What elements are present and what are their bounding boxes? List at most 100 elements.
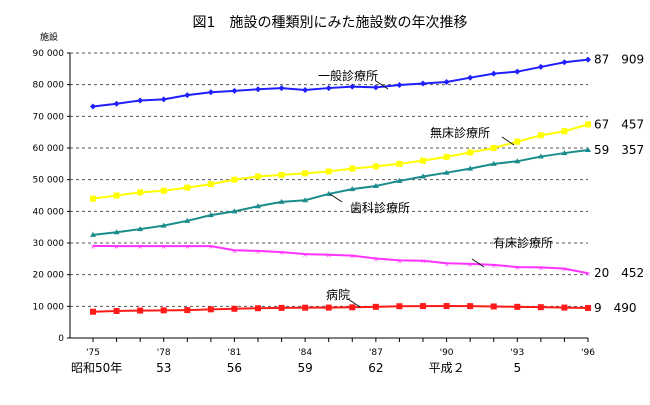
data-point bbox=[325, 168, 332, 175]
data-point bbox=[372, 183, 379, 188]
era-label: 59 bbox=[298, 361, 313, 375]
data-point bbox=[443, 169, 450, 175]
data-point bbox=[113, 307, 120, 314]
data-point bbox=[561, 128, 568, 135]
data-point bbox=[302, 86, 309, 93]
data-point: × bbox=[184, 243, 190, 251]
leader-line bbox=[329, 193, 343, 203]
data-point bbox=[490, 145, 497, 151]
data-point bbox=[278, 198, 285, 204]
leader-line bbox=[375, 80, 389, 90]
data-point bbox=[137, 97, 144, 104]
data-point bbox=[467, 149, 474, 156]
x-tick-label: '84 bbox=[298, 348, 312, 358]
data-point bbox=[372, 84, 379, 91]
leader-line bbox=[347, 298, 361, 308]
series-line bbox=[92, 305, 589, 313]
data-point bbox=[349, 304, 356, 311]
data-point bbox=[396, 303, 403, 310]
era-label: 5 bbox=[513, 361, 521, 375]
series-line bbox=[92, 123, 589, 200]
data-point bbox=[325, 304, 332, 311]
era-label: 56 bbox=[227, 361, 242, 375]
era-label: 平成２ bbox=[429, 361, 465, 375]
data-point bbox=[396, 81, 403, 88]
data-point bbox=[467, 74, 474, 81]
series-label: 有床診療所 bbox=[493, 235, 553, 250]
data-point bbox=[585, 147, 591, 153]
series-label: 病院 bbox=[326, 287, 350, 302]
data-point bbox=[514, 158, 521, 164]
data-point bbox=[184, 184, 191, 191]
x-tick-label: '81 bbox=[227, 348, 241, 358]
series-label: 歯科診療所 bbox=[350, 200, 410, 215]
data-point bbox=[585, 56, 591, 63]
data-point bbox=[561, 150, 568, 156]
data-point bbox=[349, 165, 356, 172]
data-point bbox=[537, 132, 544, 139]
end-value-label: 9 490 bbox=[594, 301, 637, 315]
data-point bbox=[231, 87, 238, 94]
data-point bbox=[349, 186, 356, 192]
data-point bbox=[420, 80, 426, 87]
data-point: × bbox=[161, 243, 167, 251]
data-point bbox=[137, 189, 144, 196]
data-point bbox=[561, 304, 568, 311]
leader-line bbox=[471, 258, 485, 268]
data-point bbox=[537, 153, 544, 159]
data-point bbox=[467, 165, 474, 171]
data-point bbox=[278, 304, 285, 311]
data-point bbox=[349, 83, 356, 90]
data-point: × bbox=[137, 243, 143, 251]
data-point bbox=[396, 160, 403, 167]
y-tick-label: 50 000 bbox=[33, 176, 65, 186]
data-point bbox=[372, 303, 379, 310]
data-point: × bbox=[326, 252, 332, 260]
data-point: × bbox=[491, 262, 497, 270]
y-tick-label: 60 000 bbox=[33, 144, 65, 154]
end-value-label: 67 457 bbox=[594, 117, 644, 131]
data-point: × bbox=[279, 249, 285, 257]
data-point bbox=[137, 226, 144, 232]
data-point bbox=[90, 308, 96, 315]
x-tick-label: '87 bbox=[369, 348, 383, 358]
end-value-label: 87 909 bbox=[594, 53, 644, 67]
data-point bbox=[113, 229, 120, 235]
data-point: × bbox=[420, 258, 426, 266]
data-point bbox=[113, 100, 120, 107]
data-point bbox=[514, 138, 521, 145]
leader-line bbox=[501, 136, 515, 146]
data-point bbox=[160, 222, 167, 228]
y-tick-label: 70 000 bbox=[33, 112, 65, 122]
y-tick-label: 80 000 bbox=[33, 81, 65, 91]
y-tick-label: 40 000 bbox=[33, 207, 65, 217]
data-point: × bbox=[373, 256, 379, 264]
data-point bbox=[160, 187, 167, 194]
data-point bbox=[231, 208, 238, 214]
data-point bbox=[207, 89, 214, 96]
y-tick-label: 10 000 bbox=[33, 302, 65, 312]
data-point: × bbox=[514, 264, 520, 272]
data-point bbox=[420, 173, 426, 179]
data-point bbox=[372, 163, 379, 170]
x-tick-label: '90 bbox=[440, 348, 454, 358]
data-point bbox=[90, 231, 96, 237]
data-point bbox=[396, 177, 403, 183]
chart-title: 図1 施設の種類別にみた施設数の年次推移 bbox=[193, 15, 468, 31]
data-point bbox=[514, 303, 521, 310]
data-point bbox=[278, 85, 285, 92]
y-tick-label: 90 000 bbox=[33, 49, 65, 59]
data-point bbox=[325, 190, 332, 196]
era-label: 62 bbox=[368, 361, 383, 375]
data-point bbox=[467, 303, 474, 310]
data-point bbox=[231, 305, 238, 312]
data-point bbox=[184, 92, 191, 99]
x-tick-label: '75 bbox=[86, 348, 100, 358]
x-tick-label: '93 bbox=[510, 348, 524, 358]
data-point bbox=[302, 170, 309, 177]
data-point: × bbox=[585, 270, 591, 278]
data-point: × bbox=[114, 243, 120, 251]
series-line bbox=[92, 58, 589, 108]
data-point: × bbox=[208, 243, 214, 251]
